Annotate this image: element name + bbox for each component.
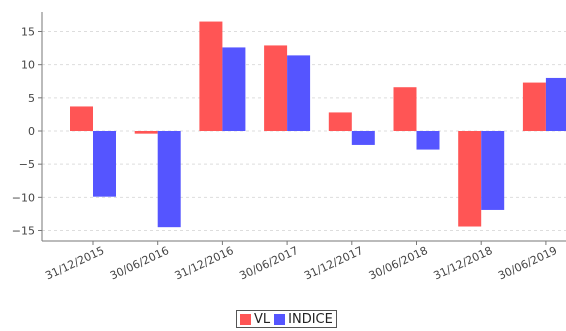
legend-label-vl: VL [254, 311, 271, 327]
bar-vl [264, 45, 288, 132]
x-tick-label: 31/12/2016 [173, 244, 236, 283]
legend-item-vl: VL [240, 312, 270, 327]
bar-indice [157, 131, 181, 228]
y-tick-label: 15 [21, 26, 35, 39]
legend: VL INDICE [236, 310, 337, 328]
bar-indice [287, 55, 311, 131]
x-tick-label: 30/06/2019 [496, 244, 559, 283]
y-tick-label: 0 [28, 125, 35, 138]
bar-indice [351, 131, 375, 145]
x-tick-label: 30/06/2017 [237, 244, 300, 283]
bar-vl [522, 82, 546, 131]
y-tick-label: 10 [21, 59, 35, 72]
bar-indice [222, 47, 246, 132]
x-tick-label: 31/12/2018 [432, 244, 495, 283]
bar-indice [93, 131, 116, 197]
bar-indice [416, 131, 440, 150]
bar-vl [70, 106, 93, 131]
bar-indice [481, 131, 505, 210]
legend-item-indice: INDICE [274, 312, 333, 327]
x-tick-labels: 31/12/2015 30/06/2016 31/12/2016 30/06/2017… [43, 244, 559, 283]
x-tick-label: 30/06/2018 [367, 244, 430, 283]
bar-vl [199, 21, 223, 132]
bar-vl [328, 112, 352, 131]
x-tick-label: 31/12/2015 [43, 244, 106, 283]
bar-vl [134, 131, 158, 134]
bars [70, 21, 566, 228]
y-tick-label: −10 [12, 191, 35, 204]
bar-indice [545, 77, 566, 131]
y-tick-label: −15 [12, 224, 35, 237]
bar-vl [393, 87, 417, 131]
y-tick-label: 5 [28, 92, 35, 105]
legend-swatch-vl [240, 313, 251, 325]
legend-label-indice: INDICE [288, 311, 333, 327]
legend-swatch-indice [274, 313, 286, 325]
y-tick-label: −5 [19, 158, 35, 171]
axes [38, 12, 566, 245]
bar-vl [458, 131, 482, 227]
y-tick-labels: 15 10 5 0 −5 −10 −15 [12, 26, 35, 238]
x-tick-label: 30/06/2016 [108, 244, 171, 283]
x-tick-label: 31/12/2017 [302, 244, 365, 283]
